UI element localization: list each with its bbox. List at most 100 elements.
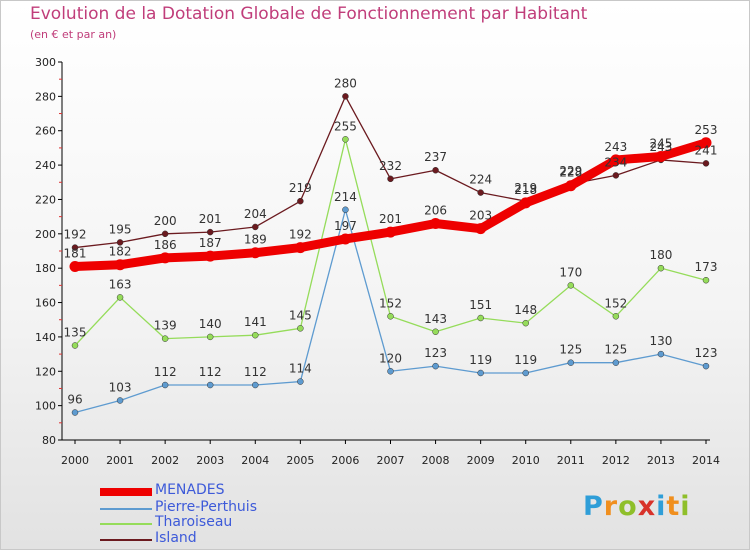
y-tick-label: 260 xyxy=(35,125,56,138)
data-point-pierre-perthuis xyxy=(432,362,439,370)
data-label-pierre-perthuis: 119 xyxy=(469,353,492,367)
data-label-tharoiseau: 173 xyxy=(695,260,718,274)
data-point-island xyxy=(116,239,124,246)
data-point-tharoiseau xyxy=(432,328,439,336)
x-tick-label: 2011 xyxy=(557,454,585,467)
data-label-tharoiseau: 135 xyxy=(64,326,87,340)
data-point-tharoiseau xyxy=(71,342,79,349)
data-label-tharoiseau: 139 xyxy=(154,319,177,333)
proxiti-logo: Proxiti xyxy=(583,491,691,522)
data-label-pierre-perthuis: 123 xyxy=(424,346,447,360)
y-tick-label: 120 xyxy=(35,365,56,378)
data-point-pierre-perthuis xyxy=(612,359,620,366)
data-point-pierre-perthuis xyxy=(657,350,665,358)
data-label-tharoiseau: 180 xyxy=(649,248,672,262)
data-label-pierre-perthuis: 96 xyxy=(67,393,82,407)
data-point-menades xyxy=(204,250,216,262)
data-label-menades: 253 xyxy=(695,123,718,137)
data-point-pierre-perthuis xyxy=(342,206,349,214)
data-label-tharoiseau: 163 xyxy=(109,277,132,291)
data-label-menades: 206 xyxy=(424,204,447,218)
data-label-island: 243 xyxy=(649,140,672,154)
data-point-island xyxy=(432,166,439,174)
y-tick-label: 180 xyxy=(35,262,56,275)
x-tick-label: 2009 xyxy=(467,454,495,467)
data-label-tharoiseau: 170 xyxy=(559,265,582,279)
data-label-island: 224 xyxy=(469,173,492,187)
y-tick-label: 200 xyxy=(35,228,56,241)
data-label-pierre-perthuis: 125 xyxy=(559,343,582,357)
data-point-tharoiseau xyxy=(702,276,710,284)
data-label-menades: 245 xyxy=(649,137,672,151)
data-point-menades xyxy=(520,197,532,209)
legend-label-pierre-perthuis: Pierre-Perthuis xyxy=(155,499,257,515)
data-point-menades xyxy=(565,180,577,192)
data-point-island xyxy=(387,175,394,183)
data-label-island: 192 xyxy=(64,228,87,242)
data-label-island: 195 xyxy=(109,222,132,236)
data-label-island: 232 xyxy=(379,159,402,173)
data-point-menades xyxy=(610,154,622,166)
data-label-tharoiseau: 145 xyxy=(289,308,312,322)
y-tick-label: 160 xyxy=(35,297,56,310)
x-tick-label: 2007 xyxy=(377,454,405,467)
data-label-tharoiseau: 143 xyxy=(424,312,447,326)
data-point-pierre-perthuis xyxy=(522,369,529,377)
chart-subtitle: (en € et par an) xyxy=(30,28,117,41)
data-point-tharoiseau xyxy=(612,313,620,320)
data-point-island xyxy=(297,197,304,205)
data-point-pierre-perthuis xyxy=(567,359,575,366)
data-label-pierre-perthuis: 112 xyxy=(154,365,177,379)
data-label-island: 201 xyxy=(199,212,222,226)
y-tick-label: 280 xyxy=(35,90,56,103)
data-label-pierre-perthuis: 130 xyxy=(649,334,672,348)
data-point-pierre-perthuis xyxy=(297,378,304,385)
y-tick-label: 80 xyxy=(42,434,56,447)
data-point-pierre-perthuis xyxy=(252,381,259,389)
data-label-menades: 203 xyxy=(469,209,492,223)
data-label-menades: 181 xyxy=(64,246,87,260)
x-tick-label: 2010 xyxy=(512,454,540,467)
data-point-menades xyxy=(159,252,171,264)
legend-label-island: Island xyxy=(155,530,197,546)
data-label-pierre-perthuis: 112 xyxy=(199,365,222,379)
data-point-tharoiseau xyxy=(522,319,529,327)
data-point-pierre-perthuis xyxy=(477,369,484,377)
data-point-menades xyxy=(114,259,126,271)
x-tick-label: 2000 xyxy=(61,454,89,467)
data-label-pierre-perthuis: 120 xyxy=(379,351,402,365)
x-tick-label: 2002 xyxy=(151,454,179,467)
data-label-menades: 186 xyxy=(154,238,177,252)
data-point-tharoiseau xyxy=(116,294,124,301)
data-point-island xyxy=(206,228,214,236)
series-layer xyxy=(69,93,712,416)
x-tick-label: 2012 xyxy=(602,454,630,467)
y-tick-label: 100 xyxy=(35,400,56,413)
data-point-island xyxy=(71,244,79,251)
data-label-tharoiseau: 152 xyxy=(379,296,402,310)
data-point-pierre-perthuis xyxy=(71,409,79,416)
data-point-tharoiseau xyxy=(657,264,665,272)
data-point-pierre-perthuis xyxy=(116,397,124,404)
data-point-island xyxy=(612,172,620,179)
data-label-menades: 228 xyxy=(559,166,582,180)
data-point-pierre-perthuis xyxy=(161,381,169,389)
data-point-island xyxy=(342,93,349,100)
x-tick-label: 2001 xyxy=(106,454,134,467)
data-label-island: 280 xyxy=(334,76,357,90)
axes: 80 100 120 140 160 180 200 220 240 260 280 300 2000 2… xyxy=(35,56,720,467)
data-label-pierre-perthuis: 114 xyxy=(289,362,312,376)
y-tick-label: 220 xyxy=(35,193,56,206)
data-point-menades xyxy=(294,242,306,254)
legend-label-tharoiseau: Tharoiseau xyxy=(155,514,233,530)
data-point-menades xyxy=(655,151,667,162)
data-point-tharoiseau xyxy=(206,333,214,341)
data-label-island: 229 xyxy=(559,164,582,178)
data-point-tharoiseau xyxy=(252,331,259,339)
data-point-pierre-perthuis xyxy=(206,381,214,389)
data-point-menades xyxy=(69,260,81,272)
data-label-tharoiseau: 255 xyxy=(334,119,357,133)
data-point-tharoiseau xyxy=(387,313,394,320)
